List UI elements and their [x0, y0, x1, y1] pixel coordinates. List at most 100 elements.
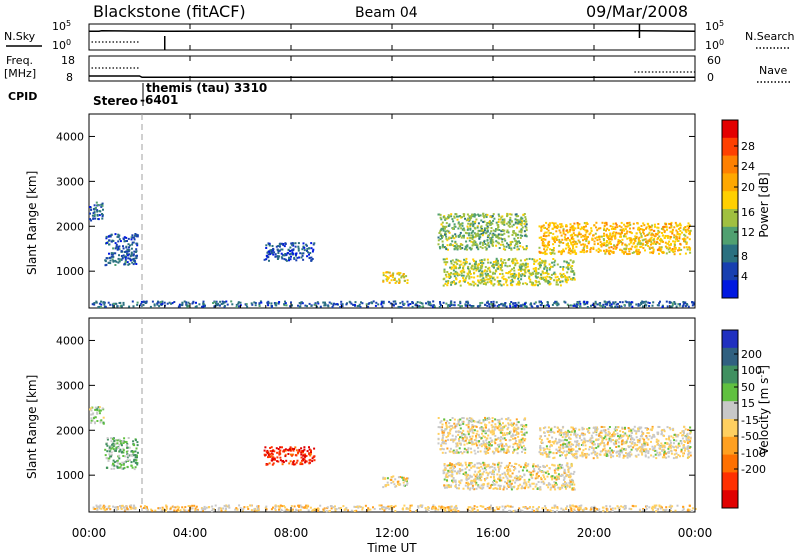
range-gate-cell [642, 301, 645, 304]
range-gate-cell [506, 487, 508, 490]
range-gate-cell [292, 249, 295, 251]
range-gate-cell [450, 509, 453, 512]
range-gate-cell [511, 274, 514, 277]
range-gate-cell [515, 418, 518, 421]
range-gate-cell [611, 251, 614, 254]
range-gate-cell [501, 272, 504, 275]
range-gate-cell [544, 265, 547, 268]
range-gate-cell [299, 463, 302, 466]
range-gate-cell [673, 253, 676, 256]
range-gate-cell [465, 436, 468, 439]
range-gate-cell [516, 221, 519, 224]
range-gate-cell [537, 284, 539, 287]
range-gate-cell [609, 304, 611, 307]
range-gate-cell [556, 302, 559, 305]
range-gate-cell [402, 476, 405, 479]
range-gate-cell [667, 242, 670, 245]
range-gate-cell [593, 240, 596, 243]
range-gate-cell [521, 434, 524, 436]
range-gate-cell [490, 444, 493, 447]
range-gate-cell [553, 223, 555, 226]
range-gate-cell [505, 281, 508, 284]
range-gate-cell [118, 439, 121, 441]
range-gate-cell [499, 439, 502, 442]
range-gate-cell [482, 283, 485, 285]
range-gate-cell [507, 450, 510, 453]
range-gate-cell [498, 428, 501, 431]
range-gate-cell [572, 245, 574, 248]
range-gate-cell [520, 275, 523, 278]
range-gate-cell [124, 240, 127, 243]
range-gate-cell [635, 250, 638, 253]
range-gate-cell [623, 304, 626, 306]
range-gate-cell [633, 251, 635, 254]
range-gate-cell [538, 261, 541, 264]
range-gate-cell [608, 241, 611, 244]
range-gate-cell [678, 237, 681, 240]
range-gate-cell [516, 452, 519, 455]
range-gate-cell [617, 239, 620, 242]
range-gate-cell [489, 431, 492, 434]
range-gate-cell [291, 251, 294, 254]
range-gate-cell [572, 241, 575, 244]
range-gate-cell [392, 475, 395, 478]
range-gate-cell [491, 473, 493, 476]
range-gate-cell [449, 467, 452, 470]
range-gate-cell [494, 442, 497, 445]
range-gate-cell [525, 223, 528, 226]
range-gate-cell [524, 485, 527, 488]
range-gate-cell [486, 225, 489, 228]
range-gate-cell [621, 251, 624, 254]
range-gate-cell [119, 462, 122, 465]
range-gate-cell [470, 437, 473, 440]
range-gate-cell [124, 263, 127, 266]
range-gate-cell [177, 305, 180, 308]
range-gate-cell [133, 250, 136, 253]
range-gate-cell [126, 252, 128, 255]
range-gate-cell [536, 509, 539, 512]
range-gate-cell [491, 483, 493, 486]
range-gate-cell [105, 263, 108, 266]
range-gate-cell [476, 264, 479, 267]
range-gate-cell [468, 509, 471, 512]
range-gate-cell [611, 507, 614, 510]
range-gate-cell [531, 271, 534, 274]
range-gate-cell [90, 208, 93, 211]
range-gate-cell [457, 451, 460, 454]
range-gate-cell [511, 273, 514, 275]
range-gate-cell [501, 218, 504, 221]
range-gate-cell [464, 277, 467, 280]
range-gate-cell [569, 228, 572, 231]
range-gate-cell [668, 251, 671, 253]
range-gate-cell [441, 243, 444, 246]
range-gate-cell [465, 304, 468, 307]
range-gate-cell [540, 239, 543, 242]
range-gate-cell [220, 507, 223, 510]
range-gate-cell [554, 488, 557, 491]
range-gate-cell [441, 426, 444, 429]
range-gate-cell [345, 303, 348, 306]
range-gate-cell [457, 222, 460, 225]
range-gate-cell [490, 238, 493, 241]
range-gate-cell [118, 450, 121, 453]
range-gate-cell [512, 479, 515, 482]
range-gate-cell [93, 215, 96, 218]
range-gate-cell [585, 238, 588, 241]
range-gate-cell [224, 509, 227, 512]
range-gate-cell [445, 423, 448, 426]
range-gate-cell [279, 243, 282, 246]
range-gate-cell [450, 237, 453, 240]
range-gate-cell [608, 246, 611, 249]
range-gate-cell [573, 488, 576, 491]
range-gate-cell [589, 248, 592, 251]
range-gate-cell [305, 504, 308, 507]
range-gate-cell [585, 231, 588, 234]
range-gate-cell [127, 263, 130, 266]
range-gate-cell [547, 279, 550, 282]
range-gate-cell [379, 508, 381, 510]
range-gate-cell [486, 304, 489, 307]
range-gate-cell [539, 266, 542, 269]
range-gate-cell [604, 251, 607, 254]
range-gate-cell [380, 504, 383, 507]
range-gate-cell [538, 225, 541, 228]
